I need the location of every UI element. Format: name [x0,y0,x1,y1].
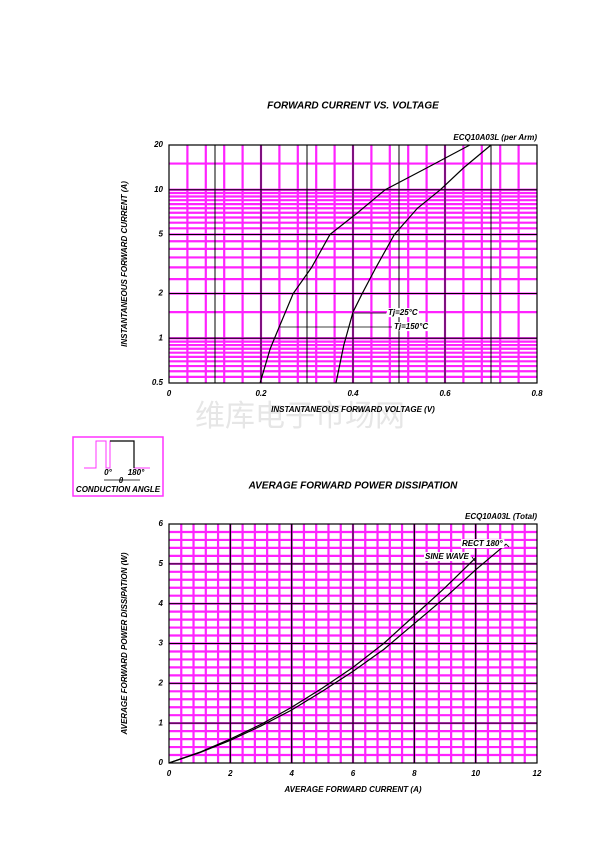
chart-title: AVERAGE FORWARD POWER DISSIPATION [248,481,458,492]
series-label-bg [387,308,419,318]
x-tick-label: 0.6 [439,389,451,398]
y-tick-label: 10 [154,185,163,194]
y-tick-label: 4 [158,599,164,608]
series-line [335,144,492,384]
x-tick-label: 0.2 [255,389,267,398]
y-tick-label: 5 [159,230,164,239]
series-line [259,144,471,384]
x-tick-label: 12 [533,769,542,778]
x-tick-label: 4 [288,769,294,778]
chart-subtitle: ECQ10A03L (Total) [465,512,537,521]
y-tick-label: 0 [159,758,164,767]
y-tick-label: 3 [159,639,164,648]
series-label-bg [393,322,430,332]
series-line [168,557,477,764]
y-tick-label: 20 [153,140,163,149]
series-label: RECT 180° [462,539,503,548]
x-axis-label: INSTANTANEOUS FORWARD VOLTAGE (V) [271,405,435,414]
chart-title: FORWARD CURRENT VS. VOLTAGE [267,101,439,112]
plot-frame [168,144,538,384]
inset-conduction [110,440,135,468]
x-tick-label: 2 [227,769,233,778]
x-tick-label: 6 [351,769,356,778]
leader-line [471,556,476,562]
leader-line [505,543,510,548]
y-tick-label: 1 [159,718,164,727]
series-line [168,543,507,764]
inset-end: 180° [128,468,145,477]
inset-start: 0° [104,468,112,477]
series-label: Tj=150°C [394,322,428,331]
y-axis-label: INSTANTANEOUS FORWARD CURRENT (A) [120,181,129,347]
inset-caption: CONDUCTION ANGLE [76,485,161,494]
y-tick-label: 0.5 [152,378,164,387]
chart-subtitle: ECQ10A03L (per Arm) [453,133,537,142]
inset-angle: θ [119,476,124,485]
watermark: 维库电子市场网 [195,399,405,434]
inset-frame [72,436,164,497]
x-axis-label: AVERAGE FORWARD CURRENT (A) [283,785,421,794]
y-axis-label: AVERAGE FORWARD POWER DISSIPATION (W) [120,552,129,735]
y-tick-label: 5 [159,559,164,568]
y-tick-label: 1 [159,333,164,342]
series-label: Tj=25°C [388,308,418,317]
x-tick-label: 0 [167,389,172,398]
y-tick-label: 2 [158,289,164,298]
y-tick-label: 2 [158,678,164,687]
series-label-bg [424,552,471,562]
y-tick-label: 6 [159,519,164,528]
plot-frame [168,523,538,764]
x-tick-label: 0.8 [531,389,543,398]
x-tick-label: 10 [471,769,480,778]
series-label: SINE WAVE [425,552,470,561]
x-tick-label: 0 [167,769,172,778]
x-tick-label: 0.4 [347,389,359,398]
x-tick-label: 8 [412,769,417,778]
conduction-inset: 0° 180° θ CONDUCTION ANGLE [72,436,164,497]
series-label-bg [461,539,505,549]
